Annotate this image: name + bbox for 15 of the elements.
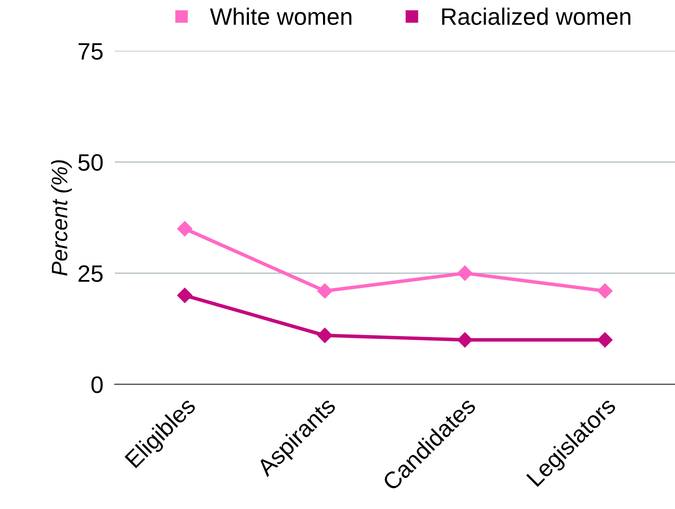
point <box>597 332 613 348</box>
y-tick-label: 75 <box>78 43 103 60</box>
point <box>597 283 613 299</box>
point <box>317 283 332 299</box>
y-tick-label: 0 <box>91 376 103 394</box>
legend-label: Racialized women <box>442 8 630 25</box>
point <box>317 328 332 343</box>
point <box>457 332 472 348</box>
y-axis-title: Percent (%) <box>51 160 72 276</box>
y-tick-label: 25 <box>78 265 103 282</box>
point <box>177 288 192 303</box>
point <box>457 266 472 281</box>
y-tick-label: 50 <box>78 154 103 171</box>
legend-label: White women <box>210 8 352 25</box>
point <box>177 221 192 236</box>
